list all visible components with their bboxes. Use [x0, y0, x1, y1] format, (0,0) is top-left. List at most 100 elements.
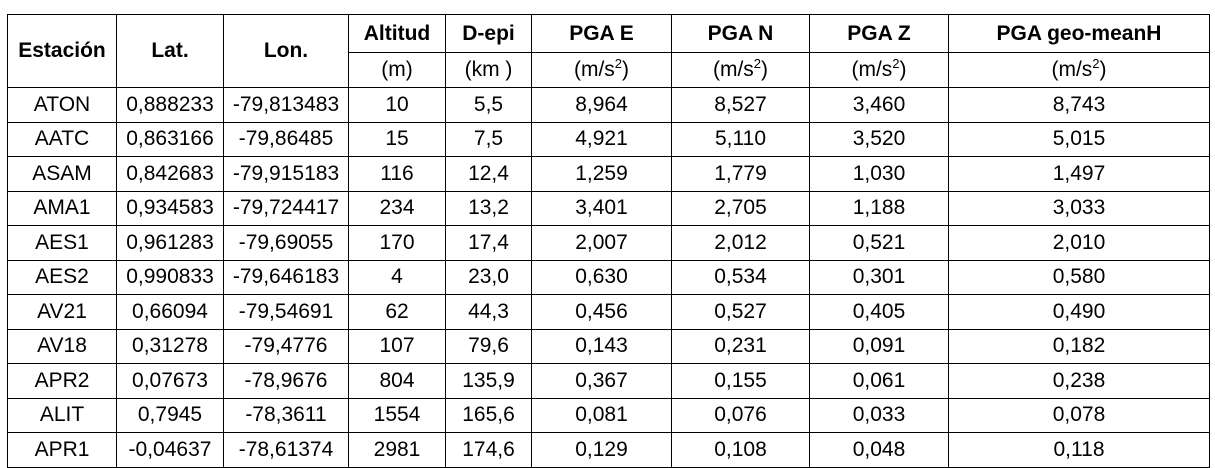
cell-lat: -0,04637: [116, 432, 224, 468]
cell-pga-e: 1,259: [531, 156, 672, 192]
cell-altitud: 170: [348, 225, 446, 261]
cell-estacion: ATON: [7, 87, 117, 123]
unit-depi: (km ): [445, 52, 532, 88]
table-row: APR1 -0,04637 -78,61374 2981 174,6 0,129 0,108…: [7, 432, 1210, 468]
cell-pga-n: 2,705: [671, 190, 810, 226]
cell-pga-geo: 8,743: [948, 87, 1210, 123]
cell-lon: -78,3611: [223, 397, 349, 433]
cell-pga-z: 3,460: [809, 87, 949, 123]
cell-pga-z: 1,188: [809, 190, 949, 226]
cell-pga-geo: 0,118: [948, 432, 1210, 468]
table-row: AATC 0,863166 -79,86485 15 7,5 4,921 5,110 3,52…: [7, 121, 1210, 157]
cell-pga-n: 0,527: [671, 294, 810, 330]
cell-altitud: 1554: [348, 397, 446, 433]
cell-depi: 12,4: [445, 156, 532, 192]
cell-pga-z: 0,048: [809, 432, 949, 468]
table-row: AES2 0,990833 -79,646183 4 23,0 0,630 0,534 0,3…: [7, 259, 1210, 295]
cell-altitud: 234: [348, 190, 446, 226]
cell-pga-n: 0,231: [671, 328, 810, 364]
table-header: Estación Lat. Lon. Altitud D-epi PGA E P…: [7, 14, 1210, 88]
unit-altitud: (m): [348, 52, 446, 88]
unit-pga-n: (m/s2): [671, 52, 810, 88]
cell-pga-n: 0,534: [671, 259, 810, 295]
cell-pga-e: 0,456: [531, 294, 672, 330]
station-pga-table: Estación Lat. Lon. Altitud D-epi PGA E P…: [7, 14, 1210, 468]
cell-pga-z: 0,061: [809, 363, 949, 399]
cell-estacion: AES2: [7, 259, 117, 295]
table-row: ALIT 0,7945 -78,3611 1554 165,6 0,081 0,076 0,0…: [7, 397, 1210, 433]
cell-estacion: AV21: [7, 294, 117, 330]
cell-depi: 23,0: [445, 259, 532, 295]
unit-close-text: ): [899, 58, 907, 81]
cell-depi: 79,6: [445, 328, 532, 364]
unit-exponent: 2: [753, 56, 762, 71]
cell-pga-n: 0,108: [671, 432, 810, 468]
cell-pga-geo: 0,580: [948, 259, 1210, 295]
header-pga-z: PGA Z: [809, 14, 949, 53]
cell-pga-geo: 0,238: [948, 363, 1210, 399]
cell-estacion: ALIT: [7, 397, 117, 433]
cell-pga-z: 0,405: [809, 294, 949, 330]
cell-estacion: AES1: [7, 225, 117, 261]
cell-altitud: 2981: [348, 432, 446, 468]
cell-pga-e: 0,081: [531, 397, 672, 433]
cell-lon: -78,61374: [223, 432, 349, 468]
cell-lon: -79,646183: [223, 259, 349, 295]
table-row: ATON 0,888233 -79,813483 10 5,5 8,964 8,527 3,4…: [7, 87, 1210, 123]
unit-base-text: (m/s: [712, 58, 754, 81]
cell-pga-n: 0,155: [671, 363, 810, 399]
cell-depi: 13,2: [445, 190, 532, 226]
cell-pga-geo: 3,033: [948, 190, 1210, 226]
cell-pga-e: 3,401: [531, 190, 672, 226]
cell-pga-n: 0,076: [671, 397, 810, 433]
header-lon: Lon.: [223, 14, 349, 88]
unit-base-text: (m/s: [573, 58, 615, 81]
cell-pga-e: 2,007: [531, 225, 672, 261]
cell-lon: -78,9676: [223, 363, 349, 399]
cell-lat: 0,888233: [116, 87, 224, 123]
cell-pga-z: 1,030: [809, 156, 949, 192]
cell-depi: 17,4: [445, 225, 532, 261]
cell-lat: 0,990833: [116, 259, 224, 295]
header-pga-n: PGA N: [671, 14, 810, 53]
cell-pga-geo: 0,182: [948, 328, 1210, 364]
cell-depi: 44,3: [445, 294, 532, 330]
cell-depi: 5,5: [445, 87, 532, 123]
cell-estacion: AV18: [7, 328, 117, 364]
cell-pga-n: 2,012: [671, 225, 810, 261]
unit-close-text: ): [622, 58, 630, 81]
header-estacion: Estación: [7, 14, 117, 88]
cell-pga-n: 5,110: [671, 121, 810, 157]
cell-altitud: 107: [348, 328, 446, 364]
header-altitud: Altitud: [348, 14, 446, 53]
cell-altitud: 4: [348, 259, 446, 295]
cell-pga-n: 8,527: [671, 87, 810, 123]
cell-lon: -79,86485: [223, 121, 349, 157]
cell-altitud: 15: [348, 121, 446, 157]
cell-lat: 0,934583: [116, 190, 224, 226]
cell-lon: -79,915183: [223, 156, 349, 192]
cell-lon: -79,54691: [223, 294, 349, 330]
cell-pga-z: 0,301: [809, 259, 949, 295]
cell-pga-geo: 1,497: [948, 156, 1210, 192]
cell-pga-z: 0,091: [809, 328, 949, 364]
unit-base-text: (m/s: [1051, 58, 1093, 81]
cell-depi: 174,6: [445, 432, 532, 468]
cell-pga-n: 1,779: [671, 156, 810, 192]
cell-altitud: 62: [348, 294, 446, 330]
cell-lat: 0,842683: [116, 156, 224, 192]
cell-pga-z: 3,520: [809, 121, 949, 157]
cell-depi: 135,9: [445, 363, 532, 399]
table-row: AES1 0,961283 -79,69055 170 17,4 2,007 2,012 0,…: [7, 225, 1210, 261]
cell-pga-e: 0,129: [531, 432, 672, 468]
cell-pga-e: 8,964: [531, 87, 672, 123]
cell-estacion: ASAM: [7, 156, 117, 192]
cell-lon: -79,69055: [223, 225, 349, 261]
cell-lat: 0,31278: [116, 328, 224, 364]
cell-pga-e: 0,143: [531, 328, 672, 364]
cell-depi: 165,6: [445, 397, 532, 433]
cell-altitud: 10: [348, 87, 446, 123]
cell-pga-e: 0,630: [531, 259, 672, 295]
cell-estacion: AATC: [7, 121, 117, 157]
unit-base-text: (m/s: [851, 58, 893, 81]
